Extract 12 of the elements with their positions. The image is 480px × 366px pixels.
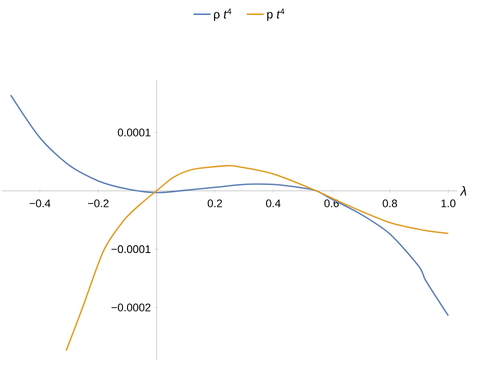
x-tick-label: 0.8 <box>382 199 398 208</box>
x-axis-title: λ <box>460 186 466 196</box>
y-tick-label: 0.0001 <box>118 128 150 136</box>
legend-label: ρ t$^{4}$ <box>214 8 232 21</box>
y-tick-label: −0.0001 <box>112 245 150 254</box>
x-tick-label: 0.4 <box>266 199 281 208</box>
x-tick-label: 1.0 <box>441 199 456 208</box>
x-tick-label: 0.2 <box>208 199 222 208</box>
legend-label: p t$^{4}$ <box>267 8 284 21</box>
x-tick-label: −0.2 <box>88 199 109 208</box>
x-tick-label: −0.4 <box>30 199 50 208</box>
y-tick-label: −0.0002 <box>112 304 150 312</box>
